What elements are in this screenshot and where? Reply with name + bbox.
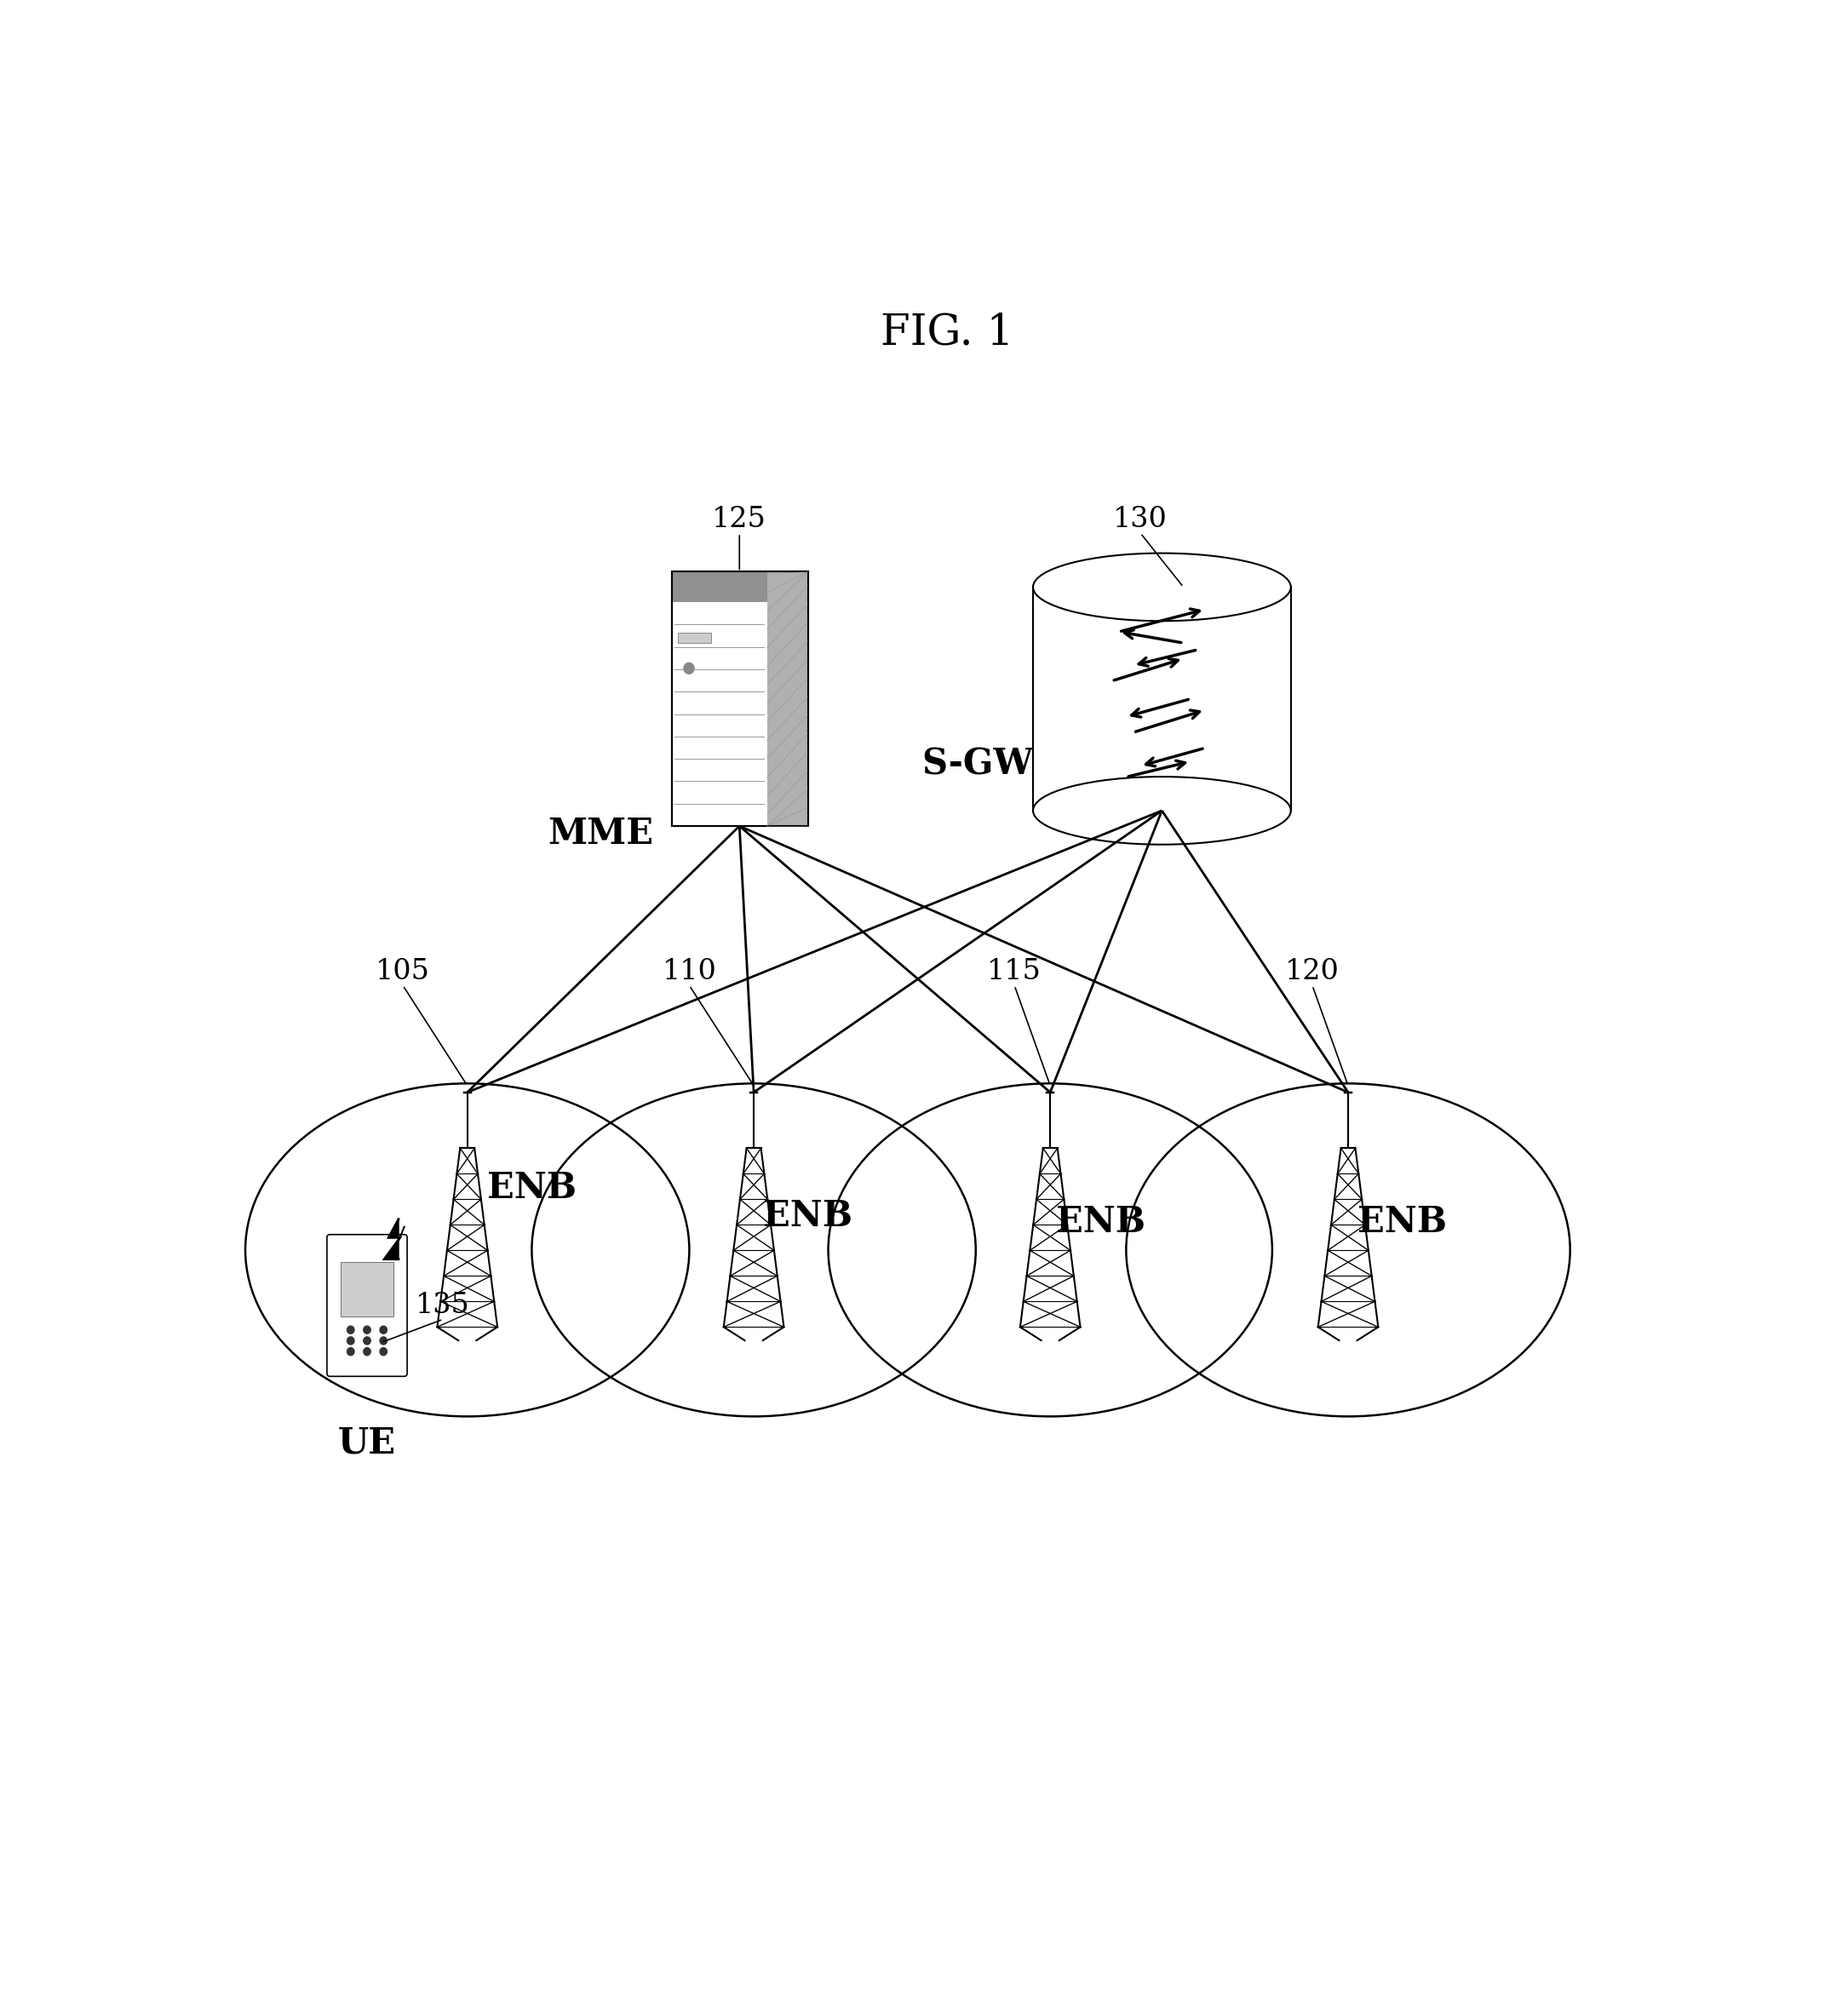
Circle shape [381,1325,386,1333]
FancyBboxPatch shape [327,1235,407,1375]
Circle shape [364,1337,371,1345]
Circle shape [381,1337,386,1345]
Polygon shape [384,1219,399,1259]
Text: ENB: ENB [1055,1205,1146,1239]
Text: FIG. 1: FIG. 1 [880,312,1015,354]
Text: MME: MME [547,817,654,851]
Bar [1033,587,1292,811]
Bar [673,573,808,827]
Text: 105: 105 [375,959,431,985]
Text: 115: 115 [987,959,1042,985]
Text: 120: 120 [1284,959,1340,985]
Circle shape [347,1347,355,1355]
Text: ENB: ENB [763,1197,854,1233]
Ellipse shape [1033,777,1290,845]
Bar [767,573,808,827]
Text: ENB: ENB [1358,1205,1447,1239]
Circle shape [347,1337,355,1345]
Circle shape [684,663,695,675]
Circle shape [364,1347,371,1355]
Text: S-GW: S-GW [922,747,1033,783]
Circle shape [347,1325,355,1333]
Bar [673,573,808,827]
Circle shape [364,1325,371,1333]
Text: 130: 130 [1112,507,1168,533]
Circle shape [381,1347,386,1355]
Text: 125: 125 [711,507,767,533]
Bar [340,1261,394,1315]
Ellipse shape [1033,553,1290,621]
Text: UE: UE [338,1425,395,1461]
Bar [673,573,767,603]
Text: 110: 110 [662,959,717,985]
Text: ENB: ENB [488,1171,577,1205]
Bar [678,633,711,643]
Text: 135: 135 [416,1291,469,1319]
